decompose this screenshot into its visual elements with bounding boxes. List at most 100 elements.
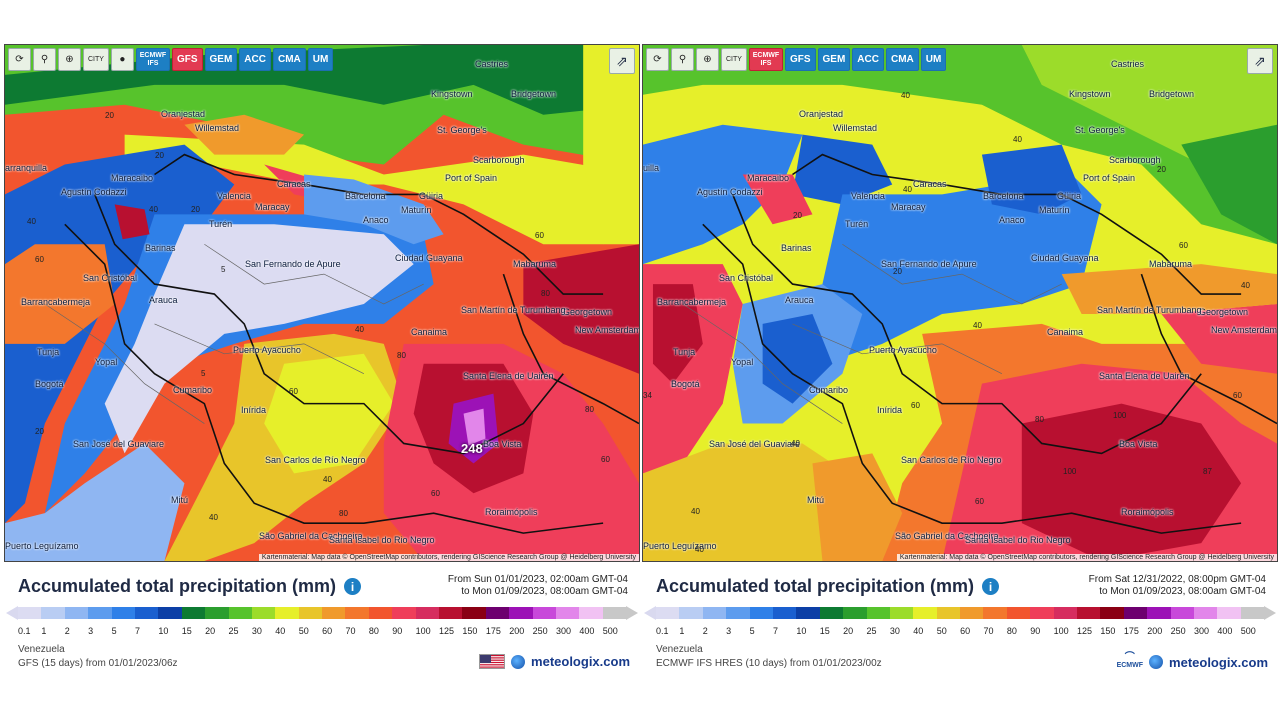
city-label: San Carlos de Río Negro — [265, 455, 366, 465]
city-toggle-button[interactable]: CITY — [83, 48, 109, 71]
legend-tick: 15 — [181, 626, 192, 636]
zoom-icon[interactable]: ⊕ — [58, 48, 81, 71]
legend-tick: 20 — [205, 626, 216, 636]
brand-text[interactable]: meteologix.com — [1169, 654, 1268, 670]
date-to: to Mon 01/09/2023, 08:00am GMT-04 — [1099, 586, 1266, 597]
legend-swatch — [509, 607, 533, 619]
contour-value: 40 — [791, 439, 800, 448]
info-icon[interactable]: i — [982, 578, 1000, 595]
city-label: Yopal — [95, 357, 118, 367]
contour-value: 40 — [323, 475, 332, 484]
city-label: Valencia — [851, 191, 885, 201]
brand-text[interactable]: meteologix.com — [531, 654, 630, 669]
legend-swatch — [1147, 607, 1171, 619]
region-label: Venezuela — [18, 644, 65, 655]
city-label: Barinas — [145, 243, 176, 253]
legend-swatch — [64, 607, 89, 619]
city-label: arranquilla — [5, 163, 48, 173]
legend-swatch — [679, 607, 703, 619]
legend-swatch — [88, 607, 112, 619]
city-label: Kingstown — [431, 89, 473, 99]
legend-tick: 60 — [322, 626, 333, 636]
city-label: Puerto Leguízamo — [643, 541, 717, 551]
legend-tick: 400 — [579, 626, 595, 636]
dot-toggle-button[interactable]: ● — [110, 48, 134, 71]
legend-tick: 0.1 — [18, 626, 31, 636]
model-acc-button[interactable]: ACC — [239, 48, 271, 71]
contour-value: 60 — [1179, 241, 1188, 250]
legend-swatch — [936, 607, 961, 619]
brand: ⌒ ECMWF meteologix.com — [1116, 652, 1268, 670]
contour-value: 40 — [973, 321, 982, 330]
legend-ticks: 0.1 1 2 3 5 7 10 15 20 25 30 40 50 60 70 80 90 100 125 150 1… — [656, 626, 1264, 638]
city-label: Santa Isabel do Rio Negro — [965, 535, 1071, 545]
model-gem-button[interactable]: GEM — [204, 48, 238, 71]
date-to: to Mon 01/09/2023, 08:00am GMT-04 — [461, 586, 628, 597]
city-label: uilla — [643, 163, 660, 173]
legend-swatch — [772, 607, 797, 619]
legend-swatch — [819, 607, 844, 619]
contour-value: 40 — [1241, 281, 1250, 290]
legend-tick: 250 — [532, 626, 548, 636]
model-acc-button[interactable]: ACC — [852, 48, 884, 71]
refresh-icon[interactable]: ⟳ — [8, 48, 31, 71]
model-um-button[interactable]: UM — [307, 48, 334, 71]
legend-tick: 90 — [1030, 626, 1041, 636]
legend-tick: 175 — [1123, 626, 1139, 636]
legend-tick: 200 — [1147, 626, 1163, 636]
model-cma-button[interactable]: CMA — [272, 48, 306, 71]
pin-icon[interactable]: ⚲ — [33, 48, 56, 71]
city-label: Anaco — [999, 215, 1025, 225]
model-gfs-button[interactable]: GFS — [784, 48, 816, 71]
city-label: Tunja — [37, 347, 60, 357]
precip-map[interactable]: ⟳ ⚲ ⊕ CITY ● ECMWF IFS GFS GEM ACC CMA U… — [4, 44, 640, 562]
city-label: Port of Spain — [445, 173, 498, 183]
city-label: Barcelona — [345, 191, 386, 201]
model-um-button[interactable]: UM — [920, 48, 947, 71]
legend-swatch — [532, 607, 556, 619]
legend-swatch — [726, 607, 750, 619]
model-ecmwf-button[interactable]: ECMWF IFS — [748, 48, 783, 71]
refresh-icon[interactable]: ⟳ — [646, 48, 669, 71]
ecmwf-logo-icon: ⌒ ECMWF — [1116, 652, 1144, 670]
city-label: Anaco — [363, 215, 389, 225]
contour-value: 20 — [35, 427, 44, 436]
precip-field — [5, 45, 639, 561]
city-label: Mitú — [807, 495, 825, 505]
precip-map[interactable]: ⟳ ⚲ ⊕ CITY ECMWF IFS GFS GEM ACC CMA UM … — [642, 44, 1278, 562]
city-label: Roraimópolis — [1121, 507, 1174, 517]
model-gem-button[interactable]: GEM — [817, 48, 851, 71]
legend-tick: 30 — [251, 626, 262, 636]
pin-icon[interactable]: ⚲ — [671, 48, 694, 71]
map-toolbar: ⟳ ⚲ ⊕ CITY ● ECMWF IFS GFS GEM ACC CMA U… — [8, 48, 334, 71]
chart-title-text: Accumulated total precipitation (mm) — [656, 576, 975, 596]
legend-tick: 250 — [1170, 626, 1186, 636]
zoom-icon[interactable]: ⊕ — [696, 48, 719, 71]
city-label: Port of Spain — [1083, 173, 1136, 183]
meteologix-logo-icon — [511, 654, 526, 669]
city-label: Santa Isabel do Rio Negro — [329, 535, 435, 545]
legend-swatch — [656, 607, 680, 619]
contour-value: 20 — [191, 205, 200, 214]
city-label: Barrancabermeja — [21, 297, 91, 307]
legend-tick: 125 — [1077, 626, 1093, 636]
contour-value: 60 — [601, 455, 610, 464]
legend-swatch — [913, 607, 937, 619]
contour-value: 40 — [901, 91, 910, 100]
city-label: Georgetown — [563, 307, 613, 317]
legend-tick: 10 — [796, 626, 807, 636]
share-icon[interactable]: ⇗ — [609, 48, 635, 74]
model-gfs-button[interactable]: GFS — [171, 48, 203, 71]
info-icon[interactable]: i — [344, 578, 362, 595]
model-cma-button[interactable]: CMA — [885, 48, 919, 71]
share-icon[interactable]: ⇗ — [1247, 48, 1273, 74]
contour-value: 34 — [643, 391, 652, 400]
contour-value: 60 — [35, 255, 44, 264]
brand: meteologix.com — [479, 654, 630, 669]
legend-swatch — [462, 607, 486, 619]
us-flag-icon — [479, 654, 506, 669]
model-ecmwf-button[interactable]: ECMWF IFS — [135, 48, 170, 71]
city-toggle-button[interactable]: CITY — [721, 48, 747, 71]
legend-swatch — [1170, 607, 1194, 619]
legend-tick: 15 — [819, 626, 830, 636]
